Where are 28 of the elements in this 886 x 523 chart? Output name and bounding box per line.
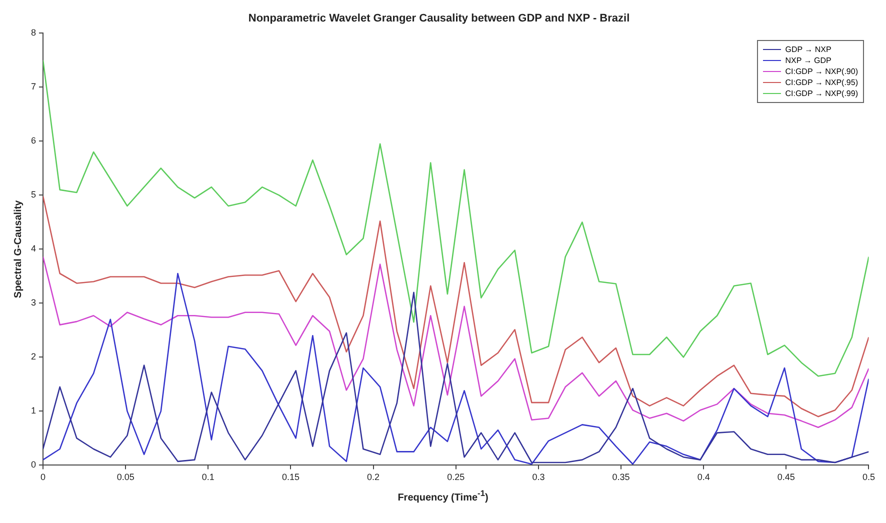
- x-tick-label: 0.1: [202, 472, 214, 482]
- x-tick-label: 0.2: [367, 472, 380, 482]
- x-tick-label: 0.5: [862, 472, 875, 482]
- y-tick-label: 7: [30, 82, 36, 92]
- x-tick-label: 0: [40, 472, 46, 482]
- x-axis-title: Frequency (Time$^{-1}$): [396, 488, 490, 504]
- legend-label: CI:GDP → NXP(.99): [785, 88, 858, 99]
- x-tick-label: 0.35: [612, 472, 630, 482]
- x-tick-label: 0.3: [532, 472, 545, 482]
- legend-label: GDP → NXP: [785, 44, 832, 55]
- y-tick-label: 0: [30, 460, 36, 470]
- x-tick-label: 0.25: [447, 472, 465, 482]
- y-tick-label: 3: [30, 298, 36, 308]
- legend-label: CI:GDP → NXP(.95): [785, 77, 858, 88]
- x-tick-label: 0.45: [777, 472, 795, 482]
- chart-title: Nonparametric Wavelet Granger Causality between GDP and NXP - Brazil: [248, 12, 630, 25]
- y-tick-label: 2: [30, 352, 36, 362]
- y-tick-label: 6: [30, 136, 36, 146]
- x-tick-label: 0.05: [116, 472, 134, 482]
- y-tick-label: 8: [30, 28, 36, 38]
- y-tick-label: 4: [30, 244, 36, 254]
- y-tick-label: 1: [30, 406, 36, 416]
- legend-label: NXP → GDP: [785, 55, 832, 66]
- x-tick-label: 0.4: [697, 472, 710, 482]
- x-tick-label: 0.15: [282, 472, 300, 482]
- y-axis-title: Spectral G-Causality: [12, 200, 24, 298]
- legend-label: CI:GDP → NXP(.90): [785, 66, 858, 77]
- y-tick-label: 5: [30, 190, 36, 200]
